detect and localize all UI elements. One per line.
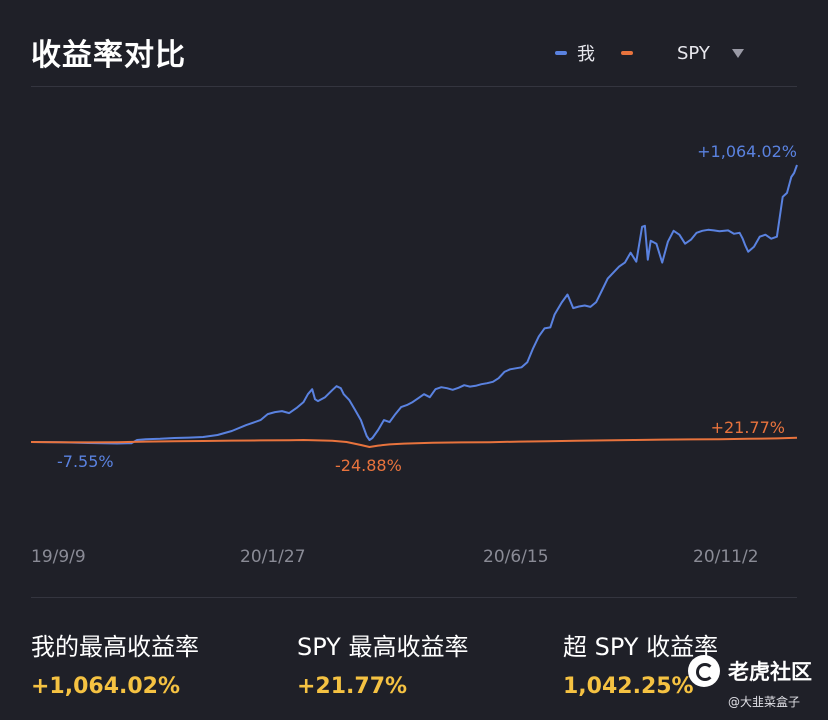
x-tick-label: 20/11/2 (693, 547, 759, 567)
chevron-down-icon[interactable] (731, 48, 744, 58)
data-label: +21.77% (711, 418, 785, 437)
tiger-logo-icon (688, 655, 720, 687)
stat-label-my-max: 我的最高收益率 (31, 633, 199, 661)
footer-divider (31, 597, 797, 598)
series-line-spy (30, 436, 798, 448)
data-label: +1,064.02% (697, 142, 797, 161)
data-label: -7.55% (57, 452, 114, 471)
stat-value-spy-max: +21.77% (297, 674, 408, 699)
stat-value-my-max: +1,064.02% (31, 674, 181, 699)
data-label: -24.88% (335, 456, 402, 475)
x-tick-label: 19/9/9 (31, 547, 86, 567)
series-line-me (30, 164, 798, 445)
legend-swatch-spy (621, 51, 633, 55)
x-tick-label: 20/1/27 (240, 547, 306, 567)
watermark-brand: 老虎社区 (728, 660, 812, 684)
x-tick-label: 20/6/15 (483, 547, 549, 567)
stat-label-spy-max: SPY 最高收益率 (297, 633, 469, 661)
legend-label-spy: SPY (677, 42, 710, 64)
watermark: 老虎社区 (688, 655, 812, 687)
chart-legend[interactable]: 我 SPY (555, 40, 744, 66)
legend-label-me: 我 (577, 44, 595, 65)
returns-chart: 19/9/9 20/1/27 20/6/15 20/11/2 -7.55% -24.88%… (30, 142, 798, 567)
stat-label-excess: 超 SPY 收益率 (563, 633, 719, 661)
legend-swatch-me (555, 51, 567, 55)
stat-value-excess: 1,042.25% (563, 674, 694, 699)
page-title: 收益率对比 (31, 38, 186, 73)
header-divider (31, 86, 797, 87)
watermark-handle: @大韭菜盒子 (728, 695, 801, 709)
